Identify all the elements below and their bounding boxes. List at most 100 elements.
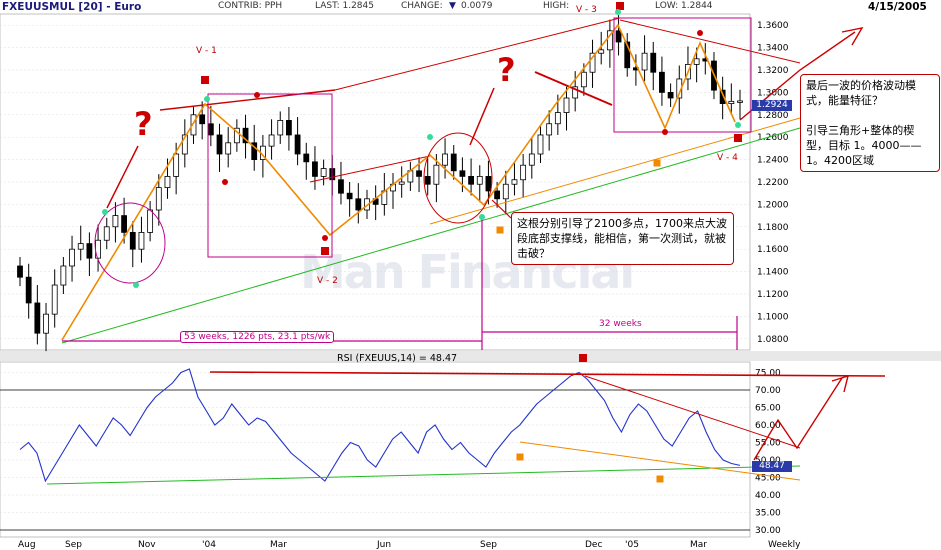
- label-v2: V - 2: [317, 276, 338, 286]
- pivot-dot: [322, 235, 328, 241]
- orange-marker: [516, 453, 524, 461]
- candle-body: [598, 49, 605, 54]
- pivot-dot: [254, 92, 260, 98]
- candle-body: [77, 243, 84, 250]
- x-axis-label: Sep: [65, 540, 82, 550]
- candle-body: [86, 243, 93, 259]
- date-label: 4/15/2005: [868, 1, 927, 13]
- box-consolidation: [207, 93, 333, 258]
- candle-body: [181, 134, 188, 155]
- rsi-title: RSI (FXEUUS,14) = 48.47: [337, 353, 458, 364]
- price-tick-label: 1.1200: [757, 290, 789, 300]
- pivot-dot: [427, 134, 433, 140]
- candle-body: [207, 123, 214, 136]
- rsi-tick-label: 65.00: [755, 404, 781, 414]
- rsi-orange-line: [519, 441, 801, 481]
- green-trendline: [61, 127, 801, 344]
- candle-body: [572, 86, 579, 99]
- candle-body: [60, 265, 67, 286]
- pivot-dot: [735, 122, 741, 128]
- orange-trendline: [429, 117, 801, 225]
- rsi-red-down-line: [584, 375, 801, 449]
- candle-body: [546, 123, 553, 136]
- label-v4: V - 4: [717, 153, 738, 163]
- rsi-tick-label: 60.00: [755, 421, 781, 431]
- candle-body: [225, 142, 232, 155]
- candle-body: [17, 265, 23, 278]
- rsi-tag: 48.47: [752, 461, 792, 472]
- orange-wave-path: [61, 23, 736, 341]
- target-arrow-head: [841, 27, 864, 46]
- rsi-tick-label: 35.00: [755, 509, 781, 519]
- x-axis-label: Nov: [138, 540, 156, 550]
- candle-body: [112, 215, 119, 228]
- box-triangle: [613, 17, 752, 133]
- price-tick-label: 1.2400: [757, 156, 789, 166]
- candle-body: [589, 52, 596, 73]
- pivot-dot: [204, 96, 210, 102]
- candle-body: [537, 134, 544, 155]
- candle-body: [155, 187, 162, 211]
- x-axis-label: Weekly: [768, 540, 801, 550]
- pivot-dot: [133, 282, 139, 288]
- rsi-tick-label: 55.00: [755, 439, 781, 449]
- candle-body: [190, 114, 197, 136]
- price-tag: 1.2924: [752, 100, 792, 111]
- price-tick-label: 1.2800: [757, 111, 789, 121]
- question-pointer: [469, 87, 495, 146]
- low-label: LOW: 1.2844: [655, 1, 713, 11]
- candle-body: [355, 198, 362, 211]
- red-marker: [321, 247, 329, 255]
- candle-body: [520, 164, 527, 181]
- candle-body: [580, 71, 587, 88]
- candle-body: [294, 134, 301, 155]
- candle-body: [659, 71, 665, 93]
- x-axis-label: Mar: [690, 540, 707, 550]
- candle-body: [494, 190, 501, 200]
- pivot-dot: [222, 179, 228, 185]
- ellipse-left: [94, 202, 166, 284]
- x-axis-label: '04: [202, 540, 216, 550]
- price-tick-label: 1.1800: [757, 223, 789, 233]
- candle-body: [233, 127, 240, 144]
- rsi-red-top-line: [209, 371, 886, 377]
- candle-body: [719, 89, 726, 105]
- high-label: HIGH:: [543, 1, 570, 11]
- change-arrow-icon: ▼: [449, 1, 456, 11]
- candle-body: [199, 114, 206, 125]
- label-v1: V - 1: [196, 46, 217, 56]
- change-label: CHANGE:: [401, 1, 443, 11]
- candle-body: [450, 153, 457, 172]
- candle-body: [216, 134, 223, 155]
- candle-body: [398, 181, 405, 185]
- contrib-label: CONTRIB: PPH: [218, 1, 283, 11]
- price-tick-label: 1.2200: [757, 178, 789, 188]
- rsi-tick-label: 30.00: [755, 526, 781, 536]
- last-label: LAST: 1.2845: [315, 1, 374, 11]
- red-channel-line: [309, 155, 431, 183]
- red-marker: [579, 354, 587, 362]
- candle-body: [338, 179, 344, 194]
- candle-body: [303, 153, 310, 163]
- red-trendline-top: [334, 17, 621, 91]
- candle-body: [528, 153, 535, 166]
- candle-body: [650, 52, 657, 73]
- label-v3: V - 3: [576, 5, 597, 15]
- candle-body: [121, 215, 127, 233]
- candle-body: [346, 192, 353, 200]
- red-marker: [201, 76, 209, 84]
- x-axis-label: Dec: [585, 540, 602, 550]
- candle-body: [43, 313, 49, 334]
- measure-right-label: 32 weeks: [599, 319, 642, 329]
- pivot-dot: [615, 9, 621, 15]
- candle-body: [251, 142, 258, 161]
- candle-body: [624, 41, 631, 69]
- candle-body: [103, 226, 110, 241]
- price-tick-label: 1.0800: [757, 335, 789, 345]
- candle-body: [728, 100, 735, 105]
- orange-marker: [496, 226, 504, 234]
- measure-left-label: 53 weeks, 1226 pts, 23.1 pts/wk: [180, 331, 335, 343]
- candle-body: [502, 183, 509, 200]
- candle-body: [34, 302, 41, 334]
